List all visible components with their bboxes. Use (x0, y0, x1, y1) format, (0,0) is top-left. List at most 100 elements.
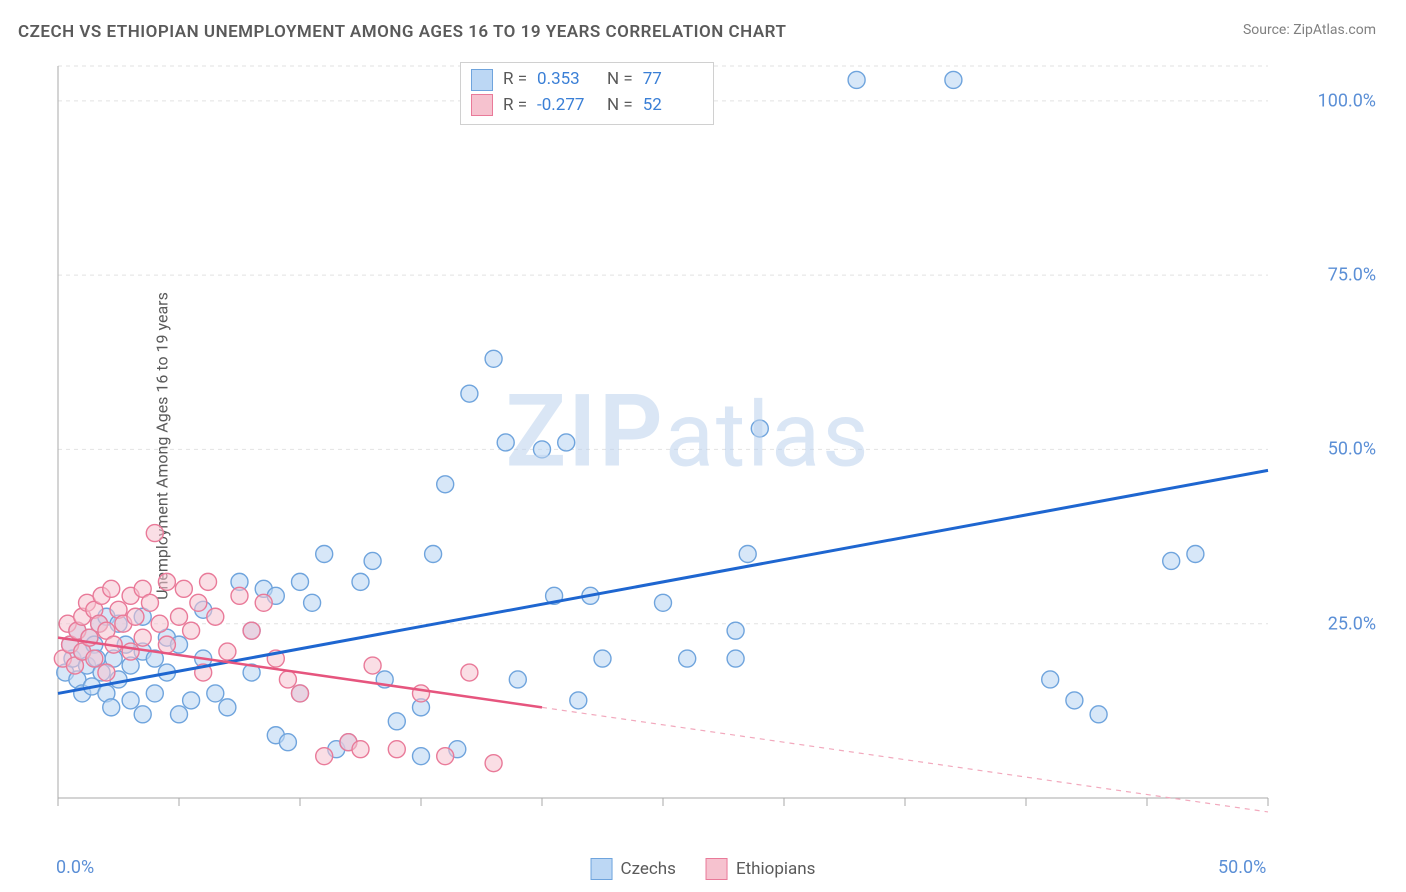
data-point (1066, 692, 1083, 709)
data-point (207, 608, 224, 625)
r-label: R = (503, 67, 527, 93)
correlation-legend-row: R = -0.277 N = 52 (471, 93, 703, 119)
legend-swatch (706, 858, 728, 880)
data-point (534, 441, 551, 458)
data-point (127, 608, 144, 625)
r-label: R = (503, 93, 527, 119)
correlation-legend-row: R = 0.353 N = 77 (471, 67, 703, 93)
trend-line-extension (542, 707, 1268, 812)
data-point (352, 573, 369, 590)
y-tick-label: 100.0% (1318, 90, 1376, 111)
data-point (437, 476, 454, 493)
data-point (207, 685, 224, 702)
data-point (190, 594, 207, 611)
n-label: N = (607, 93, 633, 119)
data-point (364, 552, 381, 569)
data-point (570, 692, 587, 709)
data-point (175, 580, 192, 597)
data-point (739, 546, 756, 563)
data-point (171, 706, 188, 723)
data-point (945, 71, 962, 88)
data-point (103, 580, 120, 597)
plot-area: ZIPatlas (48, 58, 1328, 838)
data-point (122, 643, 139, 660)
data-point (485, 755, 502, 772)
r-value: 0.353 (537, 67, 597, 93)
data-point (558, 434, 575, 451)
data-point (292, 573, 309, 590)
data-point (255, 594, 272, 611)
data-point (183, 622, 200, 639)
r-value: -0.277 (537, 93, 597, 119)
data-point (243, 622, 260, 639)
data-point (158, 636, 175, 653)
data-point (352, 741, 369, 758)
source-link[interactable]: ZipAtlas.com (1293, 22, 1376, 38)
data-point (848, 71, 865, 88)
data-point (413, 685, 430, 702)
data-point (437, 748, 454, 765)
data-point (1090, 706, 1107, 723)
data-point (304, 594, 321, 611)
data-point (134, 629, 151, 646)
data-point (594, 650, 611, 667)
data-point (183, 692, 200, 709)
data-point (146, 685, 163, 702)
data-point (727, 622, 744, 639)
x-tick-label: 50.0% (1218, 857, 1266, 878)
x-tick-label: 0.0% (56, 857, 94, 878)
data-point (388, 741, 405, 758)
data-point (316, 748, 333, 765)
data-point (727, 650, 744, 667)
legend-label: Ethiopians (736, 859, 816, 879)
data-point (413, 748, 430, 765)
data-point (461, 385, 478, 402)
n-value: 77 (643, 67, 703, 93)
legend-swatch (591, 858, 613, 880)
data-point (485, 350, 502, 367)
data-point (461, 664, 478, 681)
data-point (219, 699, 236, 716)
data-point (279, 671, 296, 688)
n-value: 52 (643, 93, 703, 119)
data-point (497, 434, 514, 451)
data-point (122, 692, 139, 709)
chart-title: CZECH VS ETHIOPIAN UNEMPLOYMENT AMONG AG… (18, 22, 786, 42)
data-point (509, 671, 526, 688)
data-point (655, 594, 672, 611)
data-point (1042, 671, 1059, 688)
data-point (134, 706, 151, 723)
legend-label: Czechs (621, 859, 676, 879)
data-point (679, 650, 696, 667)
data-point (200, 573, 217, 590)
data-point (364, 657, 381, 674)
data-point (219, 643, 236, 660)
legend-swatch (471, 94, 493, 116)
data-point (316, 546, 333, 563)
data-point (425, 546, 442, 563)
data-point (171, 608, 188, 625)
y-tick-label: 25.0% (1328, 613, 1376, 634)
data-point (1187, 546, 1204, 563)
data-point (151, 615, 168, 632)
data-point (158, 573, 175, 590)
series-legend: Czechs Ethiopians (591, 858, 816, 880)
data-point (141, 594, 158, 611)
legend-item: Czechs (591, 858, 676, 880)
scatter-plot-svg (48, 58, 1328, 838)
legend-item: Ethiopians (706, 858, 816, 880)
data-point (103, 699, 120, 716)
source-prefix: Source: (1243, 22, 1293, 38)
data-point (146, 525, 163, 542)
n-label: N = (607, 67, 633, 93)
data-point (1163, 552, 1180, 569)
y-tick-label: 75.0% (1328, 265, 1376, 286)
legend-swatch (471, 69, 493, 91)
y-tick-label: 50.0% (1328, 439, 1376, 460)
data-point (98, 664, 115, 681)
data-point (751, 420, 768, 437)
data-point (86, 650, 103, 667)
source-attribution: Source: ZipAtlas.com (1243, 22, 1376, 38)
data-point (292, 685, 309, 702)
data-point (231, 587, 248, 604)
